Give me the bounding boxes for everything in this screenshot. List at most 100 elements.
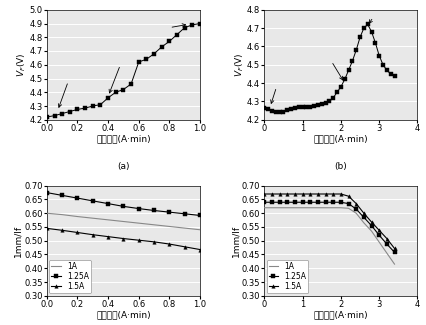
Line: 1.25A: 1.25A <box>262 201 396 254</box>
1.5A <box>315 192 320 196</box>
1.25A <box>44 191 49 195</box>
Line: 1.5A: 1.5A <box>45 227 202 251</box>
1A <box>106 218 111 222</box>
1.25A <box>369 224 374 228</box>
1A <box>75 214 80 218</box>
Text: (a): (a) <box>117 162 130 171</box>
1.5A <box>285 192 290 196</box>
1.25A <box>354 207 359 211</box>
1.5A <box>361 211 366 215</box>
1A <box>308 206 313 210</box>
1.25A <box>346 202 351 206</box>
Legend: 1A, 1.25A, 1.5A: 1A, 1.25A, 1.5A <box>267 260 308 293</box>
1.5A <box>262 192 267 196</box>
1.25A <box>152 209 157 213</box>
1.5A <box>300 192 305 196</box>
Line: 1.25A: 1.25A <box>45 191 202 217</box>
1A <box>277 206 282 210</box>
1.25A <box>277 200 282 204</box>
1.5A <box>292 192 297 196</box>
1A <box>121 220 126 224</box>
1.5A <box>392 246 397 250</box>
1A <box>285 206 290 210</box>
1.5A <box>152 240 157 244</box>
1.5A <box>121 237 126 240</box>
1.25A <box>182 212 187 216</box>
1A <box>354 211 359 215</box>
Legend: 1A, 1.25A, 1.5A: 1A, 1.25A, 1.5A <box>49 260 91 293</box>
Y-axis label: $V_F$(V): $V_F$(V) <box>16 53 28 77</box>
1.25A <box>292 200 297 204</box>
1.5A <box>75 230 80 234</box>
1A <box>377 240 382 244</box>
1.5A <box>308 192 313 196</box>
1.5A <box>44 227 49 230</box>
1.5A <box>338 192 343 196</box>
1.25A <box>308 200 313 204</box>
1.5A <box>90 233 95 237</box>
1.5A <box>198 248 203 252</box>
1.25A <box>323 200 328 204</box>
1A <box>361 221 366 225</box>
Line: 1.5A: 1.5A <box>262 192 396 250</box>
1A <box>338 206 343 210</box>
Line: 1A: 1A <box>47 213 200 230</box>
1A <box>292 206 297 210</box>
1.5A <box>331 192 336 196</box>
1A <box>136 221 141 225</box>
1.25A <box>377 233 382 237</box>
1A <box>369 229 374 233</box>
1.25A <box>315 200 320 204</box>
1A <box>182 226 187 230</box>
1.25A <box>392 250 397 254</box>
1.25A <box>361 215 366 219</box>
1A <box>300 206 305 210</box>
X-axis label: 总退化率(A·min): 总退化率(A·min) <box>314 134 368 143</box>
1A <box>269 206 274 210</box>
1A <box>152 223 157 227</box>
1.25A <box>106 202 111 206</box>
1A <box>198 228 203 232</box>
1.25A <box>90 199 95 203</box>
1.25A <box>262 200 267 204</box>
1.25A <box>269 200 274 204</box>
1A <box>44 211 49 215</box>
1.5A <box>182 245 187 249</box>
1.25A <box>121 204 126 208</box>
1A <box>90 216 95 220</box>
1A <box>60 213 65 216</box>
1.5A <box>277 192 282 196</box>
1A <box>167 225 172 228</box>
1.25A <box>198 214 203 217</box>
1.5A <box>136 238 141 242</box>
1.5A <box>354 202 359 206</box>
1A <box>384 251 389 255</box>
1.25A <box>331 200 336 204</box>
1.25A <box>285 200 290 204</box>
1.5A <box>369 220 374 224</box>
1.5A <box>269 192 274 196</box>
X-axis label: 总退化率(A·min): 总退化率(A·min) <box>96 134 151 143</box>
1.25A <box>136 207 141 211</box>
X-axis label: 总退化率(A·min): 总退化率(A·min) <box>314 310 368 319</box>
1.25A <box>60 193 65 197</box>
Line: 1A: 1A <box>264 208 394 264</box>
1.5A <box>384 237 389 240</box>
1.5A <box>346 194 351 198</box>
1A <box>331 206 336 210</box>
1.25A <box>300 200 305 204</box>
1.5A <box>60 228 65 232</box>
1.5A <box>377 228 382 232</box>
X-axis label: 总退化率(A·min): 总退化率(A·min) <box>96 310 151 319</box>
1A <box>323 206 328 210</box>
1A <box>346 206 351 210</box>
1.5A <box>167 242 172 246</box>
1A <box>392 262 397 266</box>
Y-axis label: 1mm/If: 1mm/If <box>14 225 23 257</box>
1.25A <box>167 210 172 214</box>
1.25A <box>384 242 389 246</box>
1.25A <box>338 200 343 204</box>
1.5A <box>106 235 111 239</box>
Y-axis label: 1mm/If: 1mm/If <box>231 225 240 257</box>
1A <box>315 206 320 210</box>
